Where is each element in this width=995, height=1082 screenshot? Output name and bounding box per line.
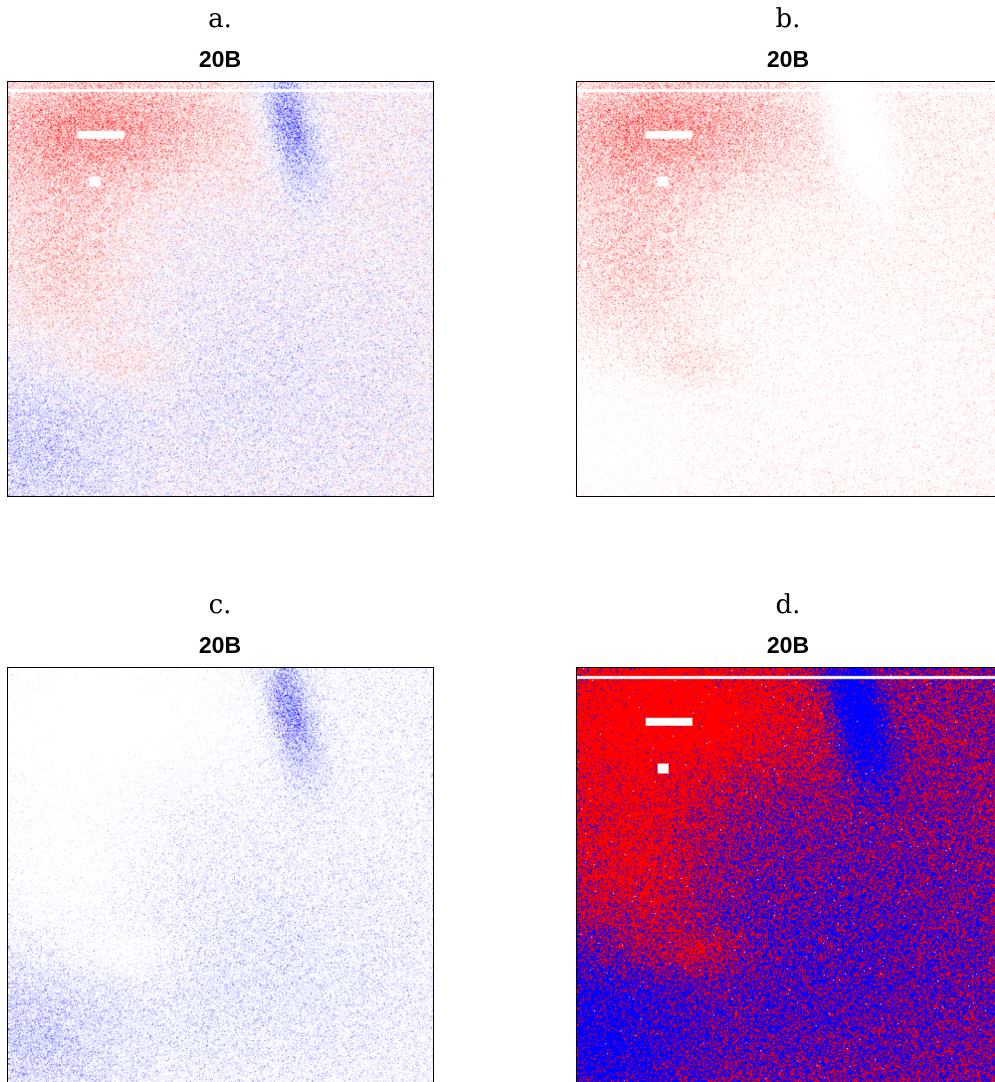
heatmap-a xyxy=(7,81,434,497)
panel-label-b: b. xyxy=(775,4,801,34)
panel-title-c: 20B xyxy=(198,632,242,658)
heatmap-d xyxy=(576,667,995,1082)
panel-label-d: d. xyxy=(775,590,801,620)
panel-title-a: 20B xyxy=(198,46,242,72)
heatmap-canvas-d xyxy=(577,668,995,1082)
heatmap-canvas-c xyxy=(8,668,433,1082)
heatmap-canvas-a xyxy=(8,82,433,496)
panel-title-b: 20B xyxy=(766,46,810,72)
panel-title-d: 20B xyxy=(766,632,810,658)
panel-label-a: a. xyxy=(208,4,232,34)
heatmap-c xyxy=(7,667,434,1082)
heatmap-b xyxy=(576,81,995,497)
heatmap-canvas-b xyxy=(577,82,995,496)
panel-label-c: c. xyxy=(208,590,232,620)
